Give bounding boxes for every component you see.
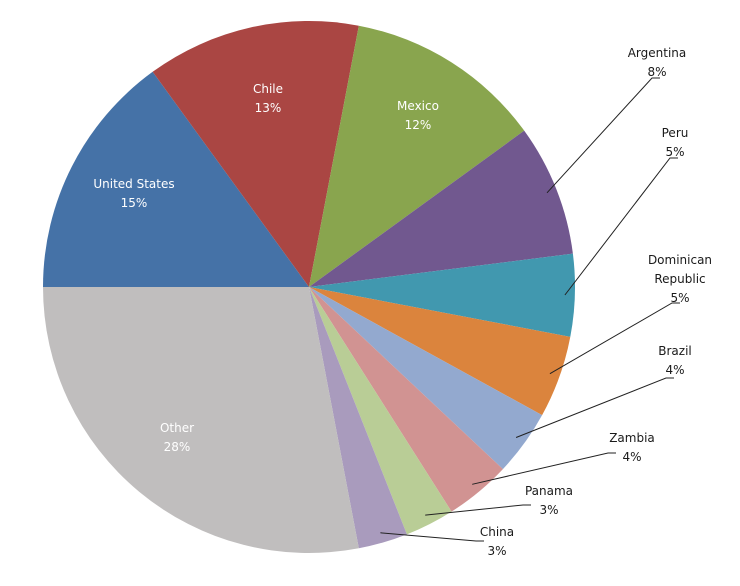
label-dominican-republic: Dominican Republic 5% xyxy=(648,253,712,305)
slice-labels: United States 15% Chile 13% Mexico 12% Argenti… xyxy=(93,46,712,558)
label-china: China 3% xyxy=(480,525,514,558)
slice-dominican-republic xyxy=(309,287,571,416)
leader-lines xyxy=(380,77,680,542)
slice-china xyxy=(309,287,407,549)
leader-line-argentina xyxy=(546,77,660,194)
label-zambia: Zambia 4% xyxy=(609,431,655,464)
slice-brazil xyxy=(309,287,543,470)
leader-line-zambia xyxy=(472,452,616,485)
label-peru: Peru 5% xyxy=(662,126,689,159)
label-argentina: Argentina 8% xyxy=(628,46,687,79)
slice-peru xyxy=(309,253,575,337)
slice-other xyxy=(43,287,359,554)
label-mexico: Mexico 12% xyxy=(397,99,439,132)
slice-zambia xyxy=(309,287,503,512)
slice-panama xyxy=(309,287,452,535)
label-other: Other 28% xyxy=(160,421,194,454)
slice-argentina xyxy=(309,130,573,287)
label-brazil: Brazil 4% xyxy=(658,344,692,377)
leader-line-dominican-republic xyxy=(549,302,680,375)
leader-line-peru xyxy=(564,157,678,296)
pie-slices xyxy=(42,20,575,554)
slice-mexico xyxy=(309,25,525,288)
label-panama: Panama 3% xyxy=(525,484,573,517)
label-united-states: United States 15% xyxy=(93,177,174,210)
leader-line-panama xyxy=(425,504,531,516)
slice-united-states xyxy=(42,71,309,287)
label-chile: Chile 13% xyxy=(253,82,283,115)
leader-line-brazil xyxy=(515,377,674,438)
slice-chile xyxy=(152,20,359,287)
leader-line-china xyxy=(380,532,484,542)
